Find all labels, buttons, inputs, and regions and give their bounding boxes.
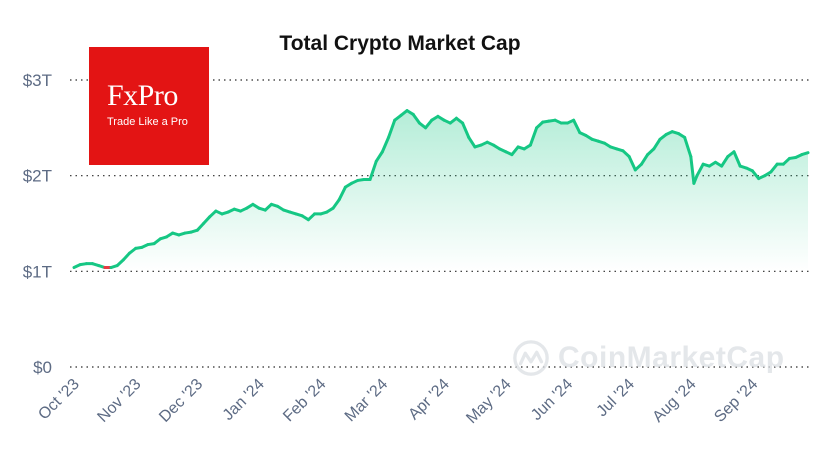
coinmarketcap-icon	[513, 340, 549, 376]
x-tick-label: Sep '24	[711, 376, 761, 426]
x-tick-label: Apr '24	[405, 376, 453, 424]
x-tick-label: Mar '24	[342, 376, 391, 425]
line-segment	[387, 118, 397, 139]
line-segment	[424, 118, 434, 130]
line-segment	[732, 150, 742, 168]
chart-title: Total Crypto Market Cap	[279, 32, 520, 55]
x-tick-label: Oct '23	[35, 376, 83, 424]
x-tick-label: Nov '23	[94, 376, 144, 426]
line-segment	[380, 135, 391, 154]
line-segment	[368, 159, 378, 181]
line-segment	[331, 198, 341, 210]
y-axis-ticks: $0 $1T $2T $3T	[23, 71, 52, 377]
line-segment	[720, 155, 730, 168]
line-segment	[572, 118, 582, 135]
line-segment	[683, 135, 693, 159]
line-segment	[411, 112, 421, 125]
x-tick-label: Dec '23	[156, 376, 206, 426]
line-segment	[652, 137, 662, 151]
y-tick-label: $3T	[23, 71, 52, 90]
line-segment	[461, 121, 471, 139]
line-segment	[689, 155, 696, 185]
coinmarketcap-watermark: CoinMarketCap	[512, 336, 785, 380]
market-cap-line	[72, 109, 810, 270]
x-tick-label: Jul '24	[594, 376, 638, 420]
line-segment	[769, 162, 779, 174]
line-segment	[639, 153, 650, 166]
line-segment	[202, 215, 212, 225]
line-segment	[750, 169, 761, 181]
line-segment	[121, 251, 132, 262]
logo-name: FxPro	[107, 79, 178, 112]
x-tick-label: Aug '24	[650, 376, 700, 426]
fxpro-logo: FxPro Trade Like a Pro	[89, 47, 209, 165]
watermark-text: CoinMarketCap	[558, 341, 785, 374]
line-segment	[528, 126, 539, 147]
line-segment	[510, 145, 520, 157]
y-tick-label: $2T	[23, 167, 52, 186]
market-cap-area	[74, 110, 808, 272]
x-tick-label: Feb '24	[280, 376, 329, 425]
y-tick-label: $1T	[23, 262, 52, 281]
line-segment	[337, 185, 347, 202]
logo-tagline: Trade Like a Pro	[107, 116, 188, 128]
x-tick-label: Jun '24	[528, 376, 576, 424]
line-segment	[627, 155, 637, 172]
line-segment	[195, 222, 206, 232]
line-segment	[695, 162, 705, 178]
x-tick-label: May '24	[463, 376, 514, 427]
y-tick-label: $0	[33, 358, 52, 377]
line-segment	[800, 151, 810, 157]
line-segment	[374, 150, 384, 163]
x-tick-label: Jan '24	[220, 376, 268, 424]
line-segment	[467, 135, 477, 149]
x-axis-ticks: Oct '23 Nov '23 Dec '23 Jan '24 Feb '24 Mar '…	[35, 376, 761, 427]
